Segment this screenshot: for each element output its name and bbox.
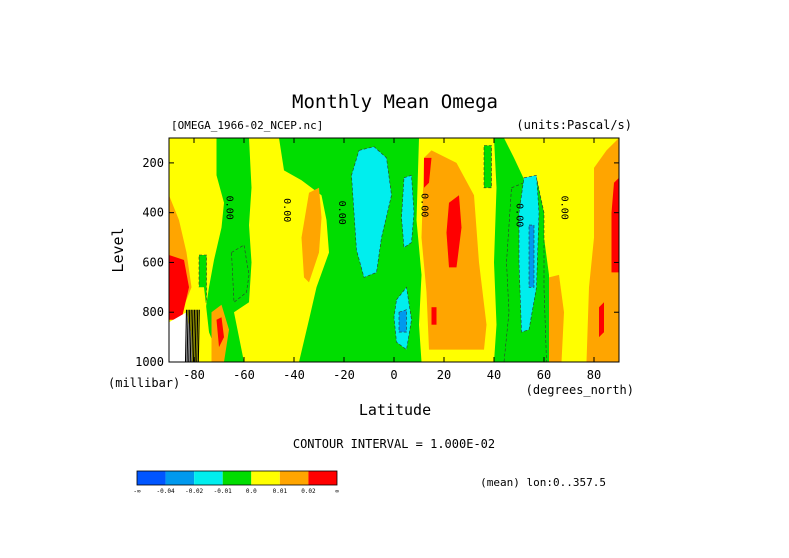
y-tick-label: 1000 [135,355,164,369]
terrain-hatch [188,309,191,363]
colorbar-label: -0.02 [185,488,203,495]
region-red-82N-low [599,302,604,338]
region-yellow-40S [234,138,329,362]
colorbar-label: 0.0 [246,488,257,495]
contour-interval-text: CONTOUR INTERVAL = 1.000E-02 [293,437,495,451]
colorbar-swatch [279,471,309,485]
region-green-37N [483,145,492,189]
x-units-label: (degrees_north) [526,383,634,397]
region-red-14N-low [431,307,437,325]
contour-label: 0.00 [559,196,570,220]
terrain-hatch [194,309,197,363]
dataset-label: [OMEGA_1966-02_NCEP.nc] [171,119,323,132]
region-red-south-edge [169,255,189,320]
region-orange-65N [549,274,564,362]
contour-label: 0.00 [281,198,292,222]
colorbar-frame [136,470,338,486]
colorbar-swatch [222,471,252,485]
y-tick-label: 200 [142,156,164,170]
y-tick-label: 800 [142,305,164,319]
colorbar-label: ∞ [335,488,339,495]
region-yellow-south-low [194,287,209,362]
colorbar-label: 0.02 [301,488,316,495]
colorbar-swatch [251,471,280,485]
x-tick-label: -20 [333,368,355,382]
y-units-label: (millibar) [108,376,180,390]
colorbar-label: 0.01 [273,488,288,495]
region-cyan-patch-5N [401,174,415,249]
x-tick-label: 0 [390,368,397,382]
terrain-hatch [191,309,194,363]
region-red-south-low [216,317,224,348]
x-tick-label: 60 [537,368,551,382]
terrain-hatch [189,309,192,363]
contour-label: 0.00 [514,203,525,227]
chart-title: Monthly Mean Omega [292,91,498,113]
region-red-25N [446,195,462,268]
axis-ticks: -80 -60 -40 -20 0 20 40 60 80 200 400 600 800 1000 [135,138,619,382]
contour-label: 0.00 [419,193,430,217]
contour-label: 0.00 [224,196,235,220]
region-orange-85N [586,138,619,362]
region-blue-55N [528,224,535,288]
y-tick-label: 600 [142,255,164,269]
colorbar-label: -0.01 [214,488,232,495]
region-green-shoal-30S [231,244,250,303]
colorbar-label: -∞ [133,488,141,495]
x-tick-label: -40 [283,368,305,382]
x-axis-label: Latitude [359,401,431,419]
colorbar-swatch [165,471,195,485]
y-tick-label: 400 [142,206,164,220]
x-tick-label: 20 [437,368,451,382]
units-label: (units:Pascal/s) [516,118,632,132]
region-red-85N [611,177,619,273]
terrain-hatch [196,309,199,363]
region-red-13N [424,157,432,188]
region-blue-0 [398,309,407,333]
region-cyan-equator [351,146,392,278]
y-axis-label: Level [109,227,127,272]
region-orange-30S [301,187,322,283]
contour-regions [169,138,619,363]
x-tick-label: -80 [183,368,205,382]
x-tick-label: -60 [233,368,255,382]
x-tick-label: 80 [587,368,601,382]
footnote: (mean) lon:0..357.5 [480,476,606,489]
contour-labels: 0.00 0.00 0.00 0.00 0.00 0.00 [224,193,570,227]
colorbar-swatch [308,471,337,485]
terrain-hatch [186,309,189,363]
colorbar-swatch [137,471,166,485]
colorbar-swatch [194,471,223,485]
x-tick-label: 40 [487,368,501,382]
terrain-hatch [192,309,196,363]
colorbar-label: -0.04 [157,488,175,495]
colorbar: -∞ -0.04 -0.02 -0.01 0.0 0.01 0.02 ∞ [133,470,339,495]
terrain-hatch [197,309,200,363]
terrain-hatch [184,309,188,363]
contour-label: 0.00 [336,201,347,225]
